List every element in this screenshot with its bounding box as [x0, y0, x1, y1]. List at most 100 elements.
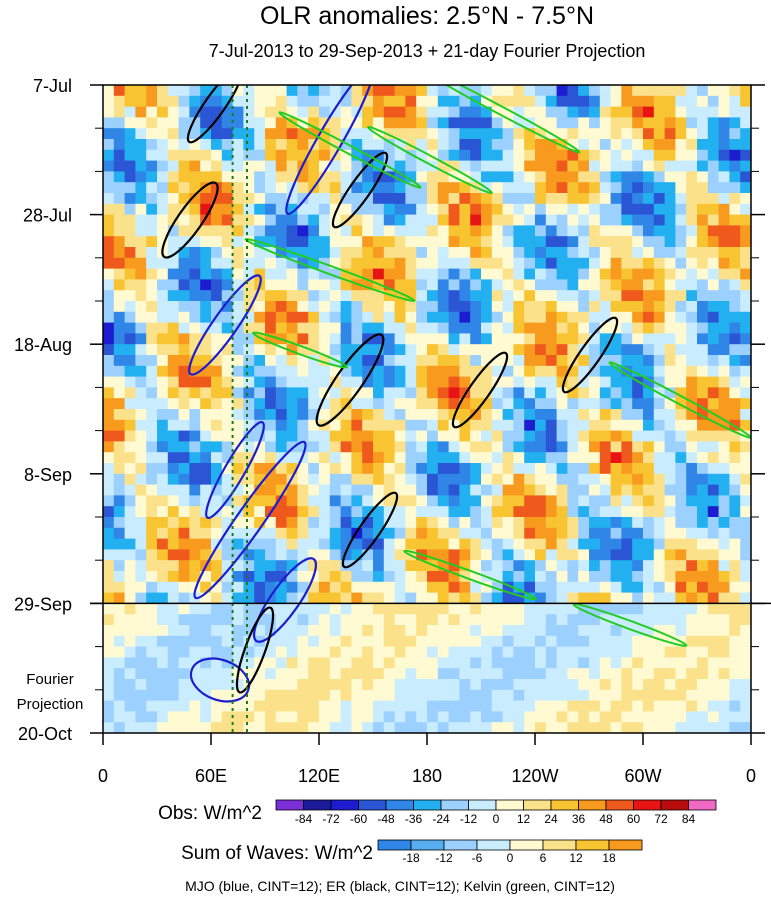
field-cell	[448, 247, 460, 259]
field-cell	[535, 549, 547, 561]
field-cell	[513, 193, 525, 205]
field-cell	[265, 689, 277, 702]
field-cell	[297, 430, 309, 442]
field-cell	[729, 722, 741, 733]
field-cell	[556, 95, 568, 108]
field-cell	[470, 279, 482, 291]
field-cell	[329, 517, 342, 529]
field-cell	[319, 495, 331, 507]
field-cell	[707, 506, 720, 518]
field-cell	[329, 322, 342, 334]
field-cell	[740, 560, 751, 572]
field-cell	[178, 409, 190, 421]
field-cell	[643, 549, 655, 561]
field-cell	[394, 635, 406, 648]
field-cell	[718, 365, 730, 378]
colorbar-swatch	[358, 799, 387, 811]
field-cell	[535, 301, 547, 313]
field-cell	[232, 625, 244, 637]
field-cell	[265, 355, 277, 367]
field-cell	[254, 463, 266, 475]
field-cell	[545, 160, 558, 172]
field-cell	[524, 679, 536, 691]
field-cell	[632, 387, 644, 399]
field-cell	[470, 409, 482, 421]
field-cell	[556, 473, 568, 486]
field-cell	[567, 625, 579, 637]
field-cell	[308, 149, 320, 162]
field-cell	[589, 171, 601, 183]
field-cell	[621, 711, 633, 723]
field-cell	[113, 506, 126, 518]
field-cell	[427, 247, 439, 259]
field-cell	[621, 560, 633, 572]
field-cell	[729, 679, 741, 691]
field-cell	[297, 571, 309, 583]
field-cell	[265, 463, 277, 475]
field-cell	[556, 225, 568, 237]
field-cell	[113, 214, 126, 226]
field-cell	[513, 268, 525, 280]
field-cell	[643, 419, 655, 432]
field-cell	[351, 160, 363, 172]
field-cell	[545, 679, 558, 691]
field-cell	[567, 268, 579, 280]
field-cell	[578, 506, 590, 518]
field-cell	[103, 419, 115, 432]
field-cell	[124, 560, 136, 572]
field-cell	[135, 409, 147, 421]
field-cell	[610, 430, 622, 442]
field-cell	[146, 85, 158, 97]
field-cell	[221, 355, 234, 367]
field-cell	[427, 193, 439, 205]
field-cell	[427, 657, 439, 669]
field-cell	[599, 625, 612, 637]
field-cell	[535, 463, 547, 475]
field-cell	[383, 257, 396, 270]
field-cell	[200, 484, 212, 496]
field-cell	[405, 646, 417, 658]
field-cell	[718, 538, 730, 550]
field-cell	[729, 560, 741, 572]
field-cell	[502, 290, 514, 302]
field-cell	[319, 236, 331, 248]
field-cell	[427, 700, 439, 712]
field-cell	[718, 668, 730, 680]
field-cell	[124, 527, 136, 540]
field-cell	[178, 581, 190, 594]
field-cell	[189, 333, 201, 345]
field-cell	[232, 203, 244, 216]
field-cell	[113, 95, 126, 108]
field-cell	[686, 355, 698, 367]
field-cell	[653, 614, 666, 626]
field-cell	[157, 85, 169, 97]
field-cell	[427, 581, 439, 594]
field-cell	[265, 290, 277, 302]
field-cell	[535, 700, 547, 712]
field-cell	[211, 722, 223, 733]
field-cell	[686, 603, 698, 615]
field-cell	[459, 160, 471, 172]
field-cell	[211, 225, 223, 237]
field-cell	[189, 711, 201, 723]
field-cell	[653, 625, 666, 637]
field-cell	[351, 139, 363, 151]
field-cell	[535, 355, 547, 367]
field-cell	[113, 268, 126, 280]
field-cell	[221, 301, 234, 313]
field-cell	[113, 85, 126, 97]
field-cell	[675, 149, 687, 162]
field-cell	[448, 635, 460, 648]
field-cell	[643, 355, 655, 367]
colorbar-tick-label: -36	[405, 812, 423, 826]
field-cell	[351, 149, 363, 162]
field-cell	[437, 333, 450, 345]
field-cell	[599, 117, 612, 129]
field-cell	[167, 344, 180, 356]
field-cell	[621, 149, 633, 162]
field-cell	[491, 268, 504, 280]
field-cell	[697, 203, 709, 216]
field-cell	[146, 560, 158, 572]
field-cell	[502, 657, 514, 669]
field-cell	[373, 473, 385, 486]
